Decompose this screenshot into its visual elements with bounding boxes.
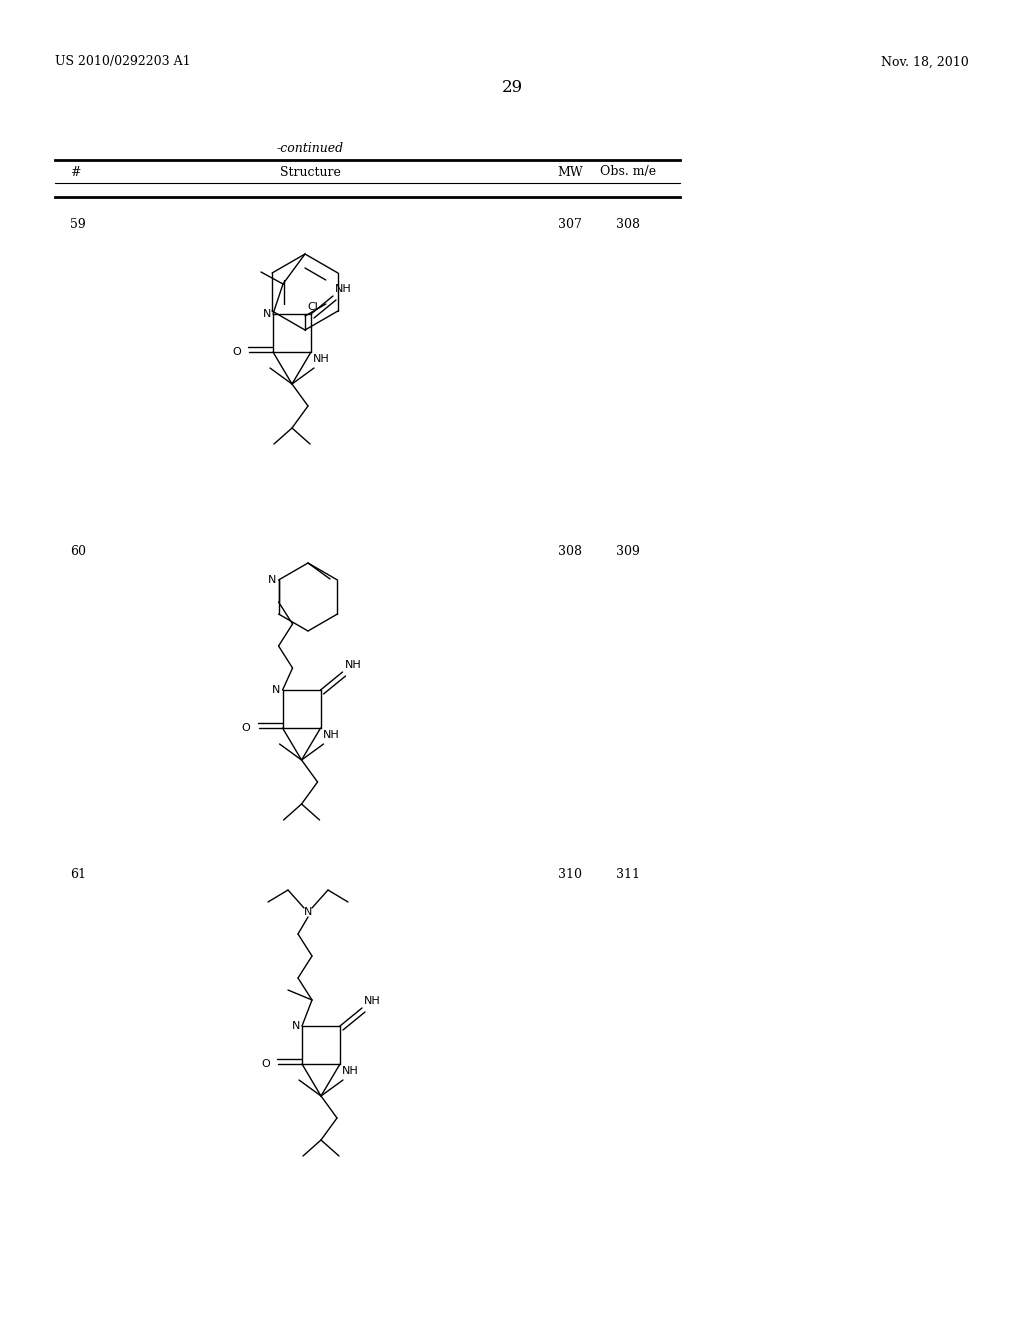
Text: N: N xyxy=(262,309,271,319)
Text: US 2010/0292203 A1: US 2010/0292203 A1 xyxy=(55,55,190,69)
Text: N: N xyxy=(304,907,312,917)
Text: 310: 310 xyxy=(558,869,582,880)
Text: 307: 307 xyxy=(558,218,582,231)
Text: MW: MW xyxy=(557,165,583,178)
Text: NH: NH xyxy=(364,997,381,1006)
Text: -continued: -continued xyxy=(276,141,344,154)
Text: N: N xyxy=(272,685,281,696)
Text: N: N xyxy=(268,576,276,585)
Text: 61: 61 xyxy=(70,869,86,880)
Text: 311: 311 xyxy=(616,869,640,880)
Text: N: N xyxy=(292,1020,300,1031)
Text: Obs. m/e: Obs. m/e xyxy=(600,165,656,178)
Text: 309: 309 xyxy=(616,545,640,558)
Text: O: O xyxy=(242,723,251,733)
Text: Nov. 18, 2010: Nov. 18, 2010 xyxy=(882,55,969,69)
Text: 59: 59 xyxy=(70,218,86,231)
Text: Structure: Structure xyxy=(280,165,340,178)
Text: 308: 308 xyxy=(616,218,640,231)
Text: O: O xyxy=(261,1059,270,1069)
Text: 60: 60 xyxy=(70,545,86,558)
Text: Cl: Cl xyxy=(307,302,317,312)
Text: 29: 29 xyxy=(502,79,522,96)
Text: NH: NH xyxy=(313,354,330,364)
Text: 308: 308 xyxy=(558,545,582,558)
Text: #: # xyxy=(70,165,81,178)
Text: NH: NH xyxy=(342,1067,358,1076)
Text: O: O xyxy=(232,347,241,356)
Text: NH: NH xyxy=(323,730,339,741)
Text: NH: NH xyxy=(344,660,361,671)
Text: NH: NH xyxy=(335,284,352,294)
